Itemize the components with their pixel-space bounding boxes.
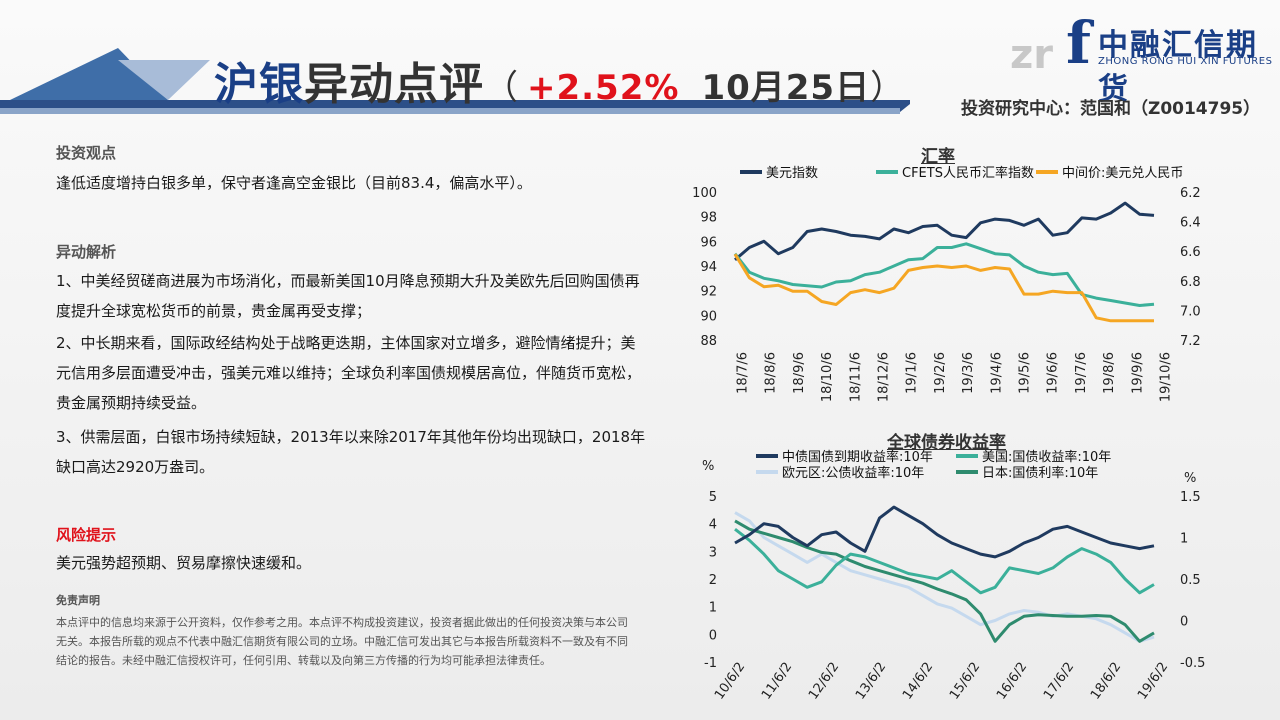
chart1-yleft-tick: 98 — [700, 211, 717, 226]
chart2-yleft-tick: 4 — [709, 518, 717, 533]
analysis-point-2: 2、中长期来看，国际政经结构处于战略更迭期，主体国家对立增多，避险情绪提升；美元… — [56, 334, 642, 412]
chart1-yright-tick: 6.2 — [1180, 186, 1201, 201]
chart1-legend-label-0: 美元指数 — [766, 166, 818, 181]
chart2-x-tick: 12/6/2 — [806, 660, 842, 703]
chart2-x-tick: 18/6/2 — [1088, 660, 1124, 703]
chart2-yleft-tick: -1 — [704, 656, 717, 671]
analysis-point-3: 3、供需层面，白银市场持续短缺，2013年以来除2017年其他年份均出现缺口，2… — [56, 428, 646, 476]
chart2-yleft-tick: 2 — [709, 573, 717, 588]
chart1-x-tick: 19/6/6 — [1046, 352, 1061, 394]
chart1-x-tick: 19/9/6 — [1130, 352, 1145, 394]
chart1-x-tick: 19/5/6 — [1018, 352, 1033, 394]
chart1-series-line-0 — [734, 201, 1155, 261]
chart1-x-tick: 19/7/6 — [1074, 352, 1089, 394]
title-change: +2.52% — [527, 68, 680, 108]
chart2-right-series-line-1 — [734, 519, 1155, 643]
header-decoration: zr — [0, 32, 1053, 114]
chart2-series-line-0 — [734, 505, 1155, 559]
author-line: 投资研究中心：范国和（Z0014795） — [961, 99, 1261, 119]
chart2-x-tick: 14/6/2 — [900, 660, 936, 703]
chart2-x-tick: 13/6/2 — [853, 660, 889, 703]
header-underline-shadow — [0, 108, 900, 114]
header: zr 沪银异动点评（ +2.52% 10月25日） f 中融汇信期货 ZHONG R… — [0, 0, 1280, 122]
disclaimer-title: 免责声明 — [56, 594, 100, 607]
chart1-x-tick: 18/11/6 — [848, 352, 863, 402]
analysis-point-1: 1、中美经贸磋商进展为市场消化，而最新美国10月降息预期大升及美欧先后回购国债再… — [56, 272, 640, 320]
chart1-yleft-tick: 90 — [700, 309, 717, 324]
analysis-title: 异动解析 — [56, 243, 117, 261]
chart1-yleft-tick: 92 — [700, 285, 717, 300]
chart2-x-tick: 10/6/2 — [712, 660, 748, 703]
chart1-legend-label-2: 中间价:美元兑人民币 — [1062, 166, 1183, 181]
chart2-legend-label-0: 中债国债到期收益率:10年 — [782, 449, 933, 465]
chart2-yright-tick: 0.5 — [1180, 573, 1201, 588]
risk-text: 美元强势超预期、贸易摩擦快速缓和。 — [56, 554, 312, 572]
title-paren-open: （ — [484, 68, 519, 108]
title-paren-close: ） — [870, 68, 906, 108]
chart2-legend-label-1: 美国:国债收益率:10年 — [982, 449, 1111, 465]
chart2-yleft-tick: 5 — [709, 490, 717, 505]
chart2-title: 全球债券收益率 — [887, 433, 1006, 453]
chart1-yright-tick: 7.0 — [1180, 304, 1201, 319]
chart1-yleft-tick: 88 — [700, 334, 717, 349]
header-triangle-light — [118, 60, 210, 100]
chart2-legend-label-2: 欧元区:公债收益率:10年 — [782, 465, 924, 481]
chart1-yright-tick: 6.4 — [1180, 216, 1201, 231]
chart1-yright-tick: 6.8 — [1180, 275, 1201, 290]
logo-name: 中融汇信期货 — [1098, 28, 1258, 107]
chart1-x-tick: 19/8/6 — [1102, 352, 1117, 394]
chart1-title: 汇率 — [921, 147, 955, 167]
chart1-x-tick: 19/2/6 — [933, 352, 948, 394]
chart2-x-tick: 16/6/2 — [994, 660, 1030, 703]
chart1-fx: 美元指数 CFETS人民币汇率指数 中间价:美元兑人民币 100 98 96 94 92 90 8… — [692, 165, 1201, 402]
logo-english: ZHONG RONG HUI XIN FUTURES — [1098, 56, 1273, 67]
chart1-legend-label-1: CFETS人民币汇率指数 — [902, 165, 1034, 181]
view-title: 投资观点 — [56, 144, 117, 162]
chart2-yleft-unit: % — [702, 459, 714, 474]
chart1-x-tick: 18/10/6 — [820, 352, 835, 402]
chart2-yright-tick: 1.5 — [1180, 490, 1201, 505]
page-title: 沪银异动点评（ +2.52% 10月25日） — [214, 48, 905, 112]
chart2-yright-tick: -0.5 — [1180, 656, 1205, 671]
logo-watermark-zrf: zr — [1010, 32, 1053, 78]
disclaimer-text: 本点评中的信息均来源于公开资料，仅作参考之用。本点评不构成投资建议，投资者据此做… — [56, 616, 628, 667]
logo-icon: f — [1066, 9, 1091, 77]
chart2-yright-tick: 1 — [1180, 532, 1188, 547]
chart1-x-tick: 18/8/6 — [764, 352, 779, 394]
chart1-yright-tick: 6.6 — [1180, 245, 1201, 260]
chart1-x-tick: 18/9/6 — [792, 352, 807, 394]
chart2-yright-tick: 0 — [1180, 615, 1188, 630]
view-text: 逢低适度增持白银多单，保守者逢高空金银比（目前83.4，偏高水平）。 — [56, 174, 532, 192]
chart1-yleft-tick: 96 — [700, 235, 717, 250]
title-topic: 异动点评 — [304, 59, 484, 110]
chart1-x-tick: 18/7/6 — [736, 352, 751, 394]
chart2-yleft-tick: 0 — [709, 628, 717, 643]
chart2-right-series-line-0 — [734, 511, 1155, 643]
chart2-x-tick: 19/6/2 — [1135, 660, 1171, 703]
chart2-x-tick: 15/6/2 — [947, 660, 983, 703]
chart2-yleft-tick: 3 — [709, 545, 717, 560]
chart1-x-tick: 19/4/6 — [989, 352, 1004, 394]
chart1-yleft-tick: 94 — [700, 260, 717, 275]
chart1-yright-tick: 7.2 — [1180, 334, 1201, 349]
title-date: 10月25日 — [701, 68, 871, 108]
chart1-x-tick: 19/3/6 — [961, 352, 976, 394]
chart1-x-tick: 18/12/6 — [877, 352, 892, 402]
chart1-series-line-2 — [733, 253, 1154, 323]
chart1-yleft-tick: 100 — [692, 186, 717, 201]
chart2-yright-unit: % — [1184, 471, 1196, 486]
chart2-series-line-1 — [734, 528, 1155, 595]
chart2-yleft-tick: 1 — [709, 601, 717, 616]
chart1-x-tick: 19/10/6 — [1159, 352, 1174, 402]
chart2-legend-label-3: 日本:国债利率:10年 — [982, 465, 1098, 481]
risk-title: 风险提示 — [56, 526, 117, 544]
chart2-x-tick: 17/6/2 — [1041, 660, 1077, 703]
chart1-series-line-1 — [733, 242, 1155, 307]
chart2-x-tick: 11/6/2 — [759, 660, 795, 703]
chart1-x-tick: 19/1/6 — [905, 352, 920, 394]
title-instrument: 沪银 — [214, 59, 304, 110]
